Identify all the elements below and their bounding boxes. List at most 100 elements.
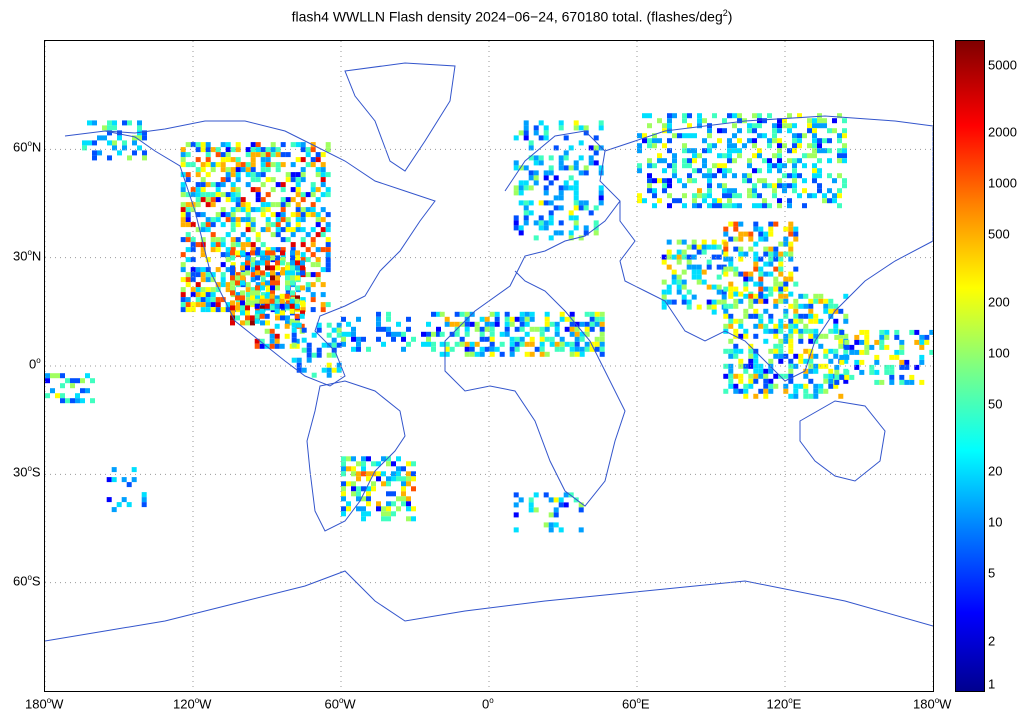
density-cell (777, 148, 782, 154)
density-cell (721, 294, 727, 300)
density-cell (539, 336, 545, 342)
density-cell (200, 272, 206, 278)
density-cell (869, 364, 875, 370)
density-cell (723, 231, 729, 237)
density-cell (366, 346, 371, 352)
density-cell (788, 343, 794, 349)
density-cell (837, 188, 842, 194)
density-cell (210, 197, 216, 203)
density-cell (220, 162, 226, 168)
density-cell (672, 153, 677, 159)
density-cell (757, 203, 762, 209)
density-cell (190, 292, 196, 298)
density-cell (210, 222, 216, 228)
density-cell (589, 316, 595, 322)
density-cell (657, 118, 662, 124)
density-cell (250, 222, 256, 228)
density-cell (126, 482, 132, 488)
colorbar-tick-label: 1 (988, 676, 996, 692)
density-cell (111, 467, 117, 473)
density-cell (817, 143, 822, 149)
density-cell (50, 388, 55, 394)
density-cell (929, 329, 933, 335)
density-cell (326, 322, 332, 328)
density-cell (924, 334, 930, 340)
density-cell (290, 142, 296, 148)
density-cell (692, 133, 697, 139)
density-cell (843, 313, 849, 319)
density-cell (823, 308, 829, 314)
density-cell (279, 298, 285, 304)
density-cell (558, 230, 564, 236)
density-cell (919, 359, 925, 365)
density-cell (723, 373, 729, 379)
density-cell (386, 516, 391, 522)
density-cell (773, 353, 779, 359)
x-tick-label: 180oW (913, 696, 952, 712)
density-cell (195, 297, 201, 303)
density-cell (637, 193, 642, 199)
density-cell (215, 307, 221, 313)
density-cell (484, 316, 490, 322)
density-cell (812, 163, 817, 169)
density-cell (563, 155, 569, 161)
density-cell (514, 336, 520, 342)
density-cell (778, 261, 784, 267)
density-cell (777, 138, 782, 144)
density-cell (210, 232, 216, 238)
density-cell (205, 272, 211, 278)
density-cell (782, 173, 787, 179)
density-cell (712, 173, 717, 179)
density-cell (235, 295, 240, 301)
density-cell (240, 202, 246, 208)
density-cell (681, 299, 687, 305)
density-cell (548, 497, 554, 503)
density-cell (254, 313, 260, 319)
density-cell (808, 358, 814, 364)
density-cell (782, 188, 787, 194)
density-cell (270, 177, 276, 183)
density-cell (326, 372, 332, 378)
density-cell (274, 303, 280, 309)
density-cell (702, 158, 707, 164)
density-cell (676, 274, 682, 280)
density-cell (778, 266, 784, 272)
density-cell (812, 168, 817, 174)
density-cell (787, 148, 792, 154)
density-cell (275, 260, 280, 266)
density-cell (768, 291, 774, 297)
density-cell (361, 336, 366, 342)
density-cell (753, 368, 759, 374)
density-cell (817, 183, 822, 189)
flash-density-layer (45, 113, 933, 533)
density-cell (320, 152, 326, 158)
density-cell (225, 252, 231, 258)
density-cell (738, 256, 744, 262)
density-cell (859, 359, 865, 365)
density-cell (758, 226, 764, 232)
density-cell (215, 187, 221, 193)
density-cell (210, 202, 216, 208)
density-cell (305, 192, 311, 198)
density-cell (573, 185, 579, 191)
density-cell (733, 266, 739, 272)
density-cell (279, 293, 285, 299)
density-cell (444, 351, 450, 357)
density-cell (798, 333, 804, 339)
density-cell (215, 237, 221, 243)
density-cell (812, 153, 817, 159)
density-cell (310, 182, 316, 188)
density-cell (190, 247, 196, 253)
density-cell (524, 331, 530, 337)
density-cell (777, 118, 782, 124)
density-cell (250, 262, 256, 268)
density-cell (792, 143, 797, 149)
density-cell (351, 486, 356, 492)
density-cell (220, 252, 226, 258)
density-cell (783, 293, 789, 299)
density-cell (190, 267, 196, 273)
density-cell (837, 203, 842, 209)
density-cell (436, 311, 441, 317)
density-cell (230, 247, 236, 253)
density-cell (235, 197, 241, 203)
